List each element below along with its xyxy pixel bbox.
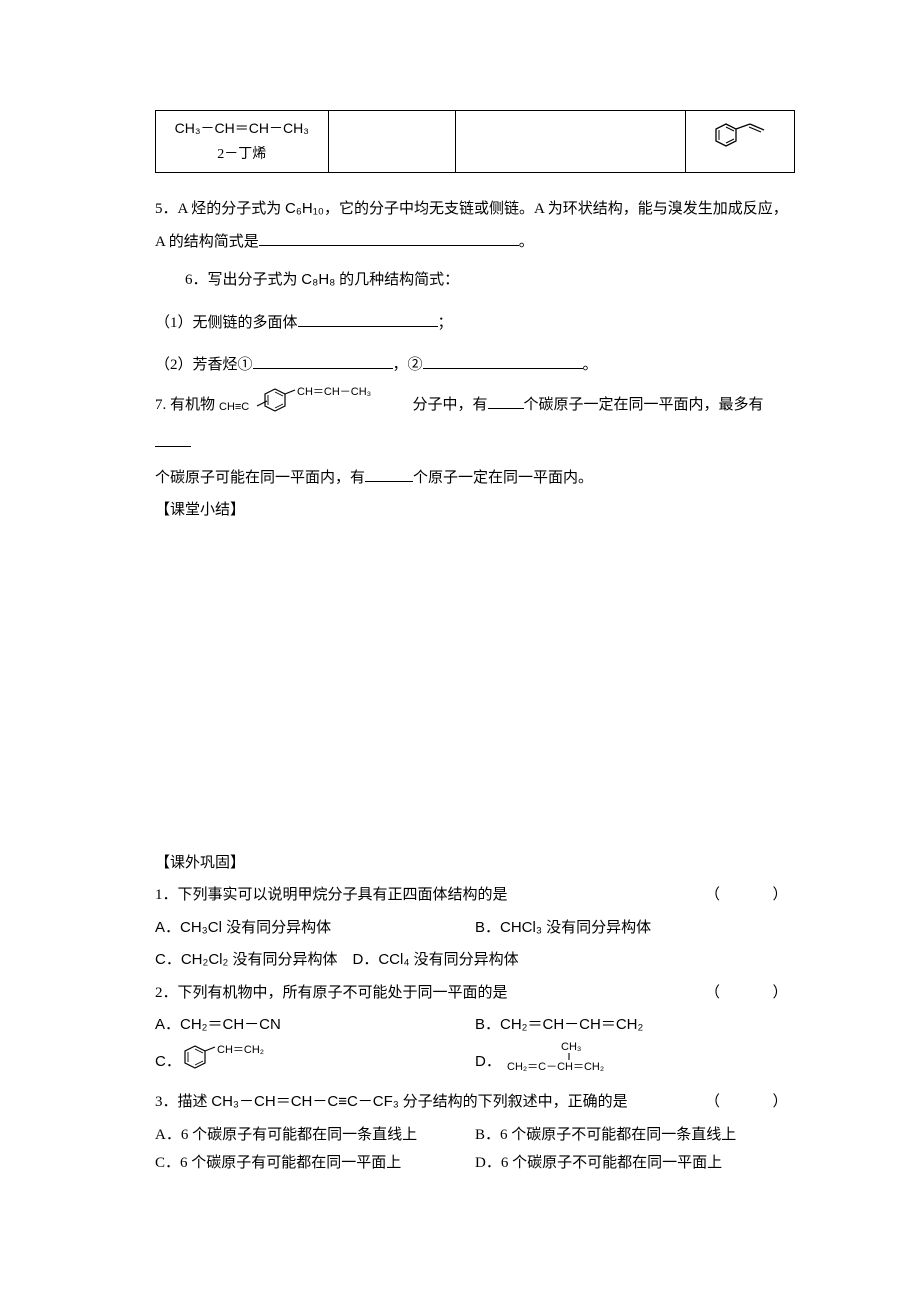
q7-blank1[interactable] (488, 394, 524, 409)
cq1-row1: A．CH₃Cl 没有同分异构体 B．CHCl₃ 没有同分异构体 (155, 914, 795, 943)
q7-line2b: 个原子一定在同一平面内。 (413, 470, 593, 486)
cq1-stem-text: 1．下列事实可以说明甲烷分子具有正四面体结构的是 (155, 887, 508, 903)
cq2-optC-struct-icon: CH＝CH₂ (181, 1042, 291, 1083)
q6-stem-prefix: 6．写出分子式为 (185, 272, 301, 288)
q5-line1: 5．A 烃的分子式为 C₆H₁₀，它的分子中均无支链或侧链。A 为环状结构，能与… (155, 195, 795, 224)
table-row: CH₃－CH＝CH－CH₃ 2－丁烯 (156, 111, 795, 173)
cq3-row1: A．6 个碳原子有可能都在同一条直线上 B．6 个碳原子不可能都在同一条直线上 (155, 1121, 795, 1150)
summary-heading: 【课堂小结】 (155, 496, 795, 525)
q6-stem-formula: C₈H₈ (301, 271, 335, 288)
q6-part2: （2）芳香烃① ，② 。 (155, 351, 795, 380)
q7-line2: 个碳原子可能在同一平面内，有 个原子一定在同一平面内。 (155, 464, 795, 493)
q5-blank[interactable] (259, 231, 519, 246)
cq2-optD-label: D． (475, 1048, 501, 1077)
svg-text:CH≡C: CH≡C (219, 401, 249, 413)
q6-part1: （1）无侧链的多面体 ； (155, 309, 795, 338)
cq3-stem-suffix: 分子结构的下列叙述中，正确的是 (399, 1094, 628, 1110)
q6-stem: 6．写出分子式为 C₈H₈ 的几种结构简式： (155, 266, 795, 295)
cq2-optA: A．CH₂＝CH－CN (155, 1016, 281, 1033)
q7-blank2[interactable] (155, 432, 191, 447)
q7-mid1: 分子中，有 (413, 397, 488, 413)
cell1-line2: 2－丁烯 (162, 142, 322, 169)
q5-line2-prefix: A 的结构简式是 (155, 234, 259, 250)
q7-structure-icon: CH≡C CH＝CH－CH₃ (219, 384, 409, 427)
svg-text:CH＝CH－CH₃: CH＝CH－CH₃ (297, 386, 371, 398)
cq1-optA: A．CH₃Cl 没有同分异构体 (155, 919, 331, 936)
q7-prefix: 7. 有机物 (155, 397, 219, 413)
q6-p1: （1）无侧链的多面体 (155, 315, 298, 331)
cq2-row1: A．CH₂＝CH－CN B．CH₂＝CH－CH＝CH₂ (155, 1011, 795, 1040)
cq2-row2: C． CH＝CH₂ D． CH₃ CH₂＝C－CH＝CH₂ (155, 1040, 795, 1085)
q5-mid: ，它的分子中均无支链或侧链。A 为环状结构，能与溴发生加成反应， (324, 201, 788, 217)
cq2-stem-text: 2．下列有机物中，所有原子不可能处于同一平面的是 (155, 985, 508, 1001)
cq3-stem-formula: CH₃－CH＝CH－C≡C－CF₃ (211, 1093, 399, 1110)
q5-prefix: 5．A 烃的分子式为 (155, 201, 285, 217)
q5-line2: A 的结构简式是 。 (155, 228, 795, 257)
q6-blank3[interactable] (423, 354, 583, 369)
table-cell-2 (328, 111, 456, 173)
cq2-optC-label: C． (155, 1048, 181, 1077)
q6-p1-suffix: ； (438, 315, 453, 331)
styrene-icon (712, 120, 768, 163)
cq1-optC: C．CH₂Cl₂ 没有同分异构体 (155, 951, 337, 968)
q6-p2-prefix: （2）芳香烃① (155, 357, 253, 373)
svg-text:CH₃: CH₃ (561, 1041, 581, 1053)
cq3-stem-prefix: 3．描述 (155, 1094, 211, 1110)
cell1-line1: CH₃－CH＝CH－CH₃ (162, 115, 322, 142)
cq3-optD: D．6 个碳原子不可能都在同一平面上 (475, 1155, 722, 1171)
cq2-optD-struct-icon: CH₃ CH₂＝C－CH＝CH₂ (507, 1040, 677, 1085)
q7-blank3[interactable] (365, 467, 413, 482)
q6-stem-suffix: 的几种结构简式： (335, 272, 459, 288)
q7-mid2: 个碳原子一定在同一平面内，最多有 (524, 397, 764, 413)
cq3-paren: （ ） (705, 1088, 795, 1117)
cq2-paren: （ ） (705, 979, 795, 1008)
blank-region (155, 525, 795, 845)
cq3-optA: A．6 个碳原子有可能都在同一条直线上 (155, 1127, 417, 1143)
cq3-row2: C．6 个碳原子有可能都在同一平面上 D．6 个碳原子不可能都在同一平面上 (155, 1149, 795, 1178)
svg-text:CH₂＝C－CH＝CH₂: CH₂＝C－CH＝CH₂ (507, 1061, 604, 1073)
q5-line2-suffix: 。 (519, 234, 534, 250)
cq1-optB: B．CHCl₃ 没有同分异构体 (475, 919, 651, 936)
q6-blank2[interactable] (253, 354, 393, 369)
cq1-row2: C．CH₂Cl₂ 没有同分异构体 D．CCl₄ 没有同分异构体 (155, 946, 795, 975)
table-cell-3 (456, 111, 686, 173)
q6-p2-mid: ，② (393, 357, 423, 373)
cq3-optB: B．6 个碳原子不可能都在同一条直线上 (475, 1127, 736, 1143)
table-cell-4 (686, 111, 795, 173)
q5-formula: C₆H₁₀ (285, 200, 324, 217)
consolidate-heading: 【课外巩固】 (155, 849, 795, 878)
structure-table: CH₃－CH＝CH－CH₃ 2－丁烯 (155, 110, 795, 173)
cq3-optC: C．6 个碳原子有可能都在同一平面上 (155, 1155, 401, 1171)
table-cell-1: CH₃－CH＝CH－CH₃ 2－丁烯 (156, 111, 329, 173)
q7-line2a: 个碳原子可能在同一平面内，有 (155, 470, 365, 486)
q6-p2-suffix: 。 (583, 357, 598, 373)
cq1-paren: （ ） (705, 881, 795, 910)
cq2-stem: 2．下列有机物中，所有原子不可能处于同一平面的是 （ ） (155, 979, 795, 1008)
cq2-optB: B．CH₂＝CH－CH＝CH₂ (475, 1016, 643, 1033)
cq1-stem: 1．下列事实可以说明甲烷分子具有正四面体结构的是 （ ） (155, 881, 795, 910)
q7-line1: 7. 有机物 CH≡C CH＝CH－CH₃ 分子中，有 个碳原子一定在同一平面内，… (155, 384, 795, 460)
cq3-stem: 3．描述 CH₃－CH＝CH－C≡C－CF₃ 分子结构的下列叙述中，正确的是 （… (155, 1088, 795, 1117)
svg-text:CH＝CH₂: CH＝CH₂ (217, 1044, 264, 1056)
cq1-optD: D．CCl₄ 没有同分异构体 (353, 951, 519, 968)
q6-blank1[interactable] (298, 312, 438, 327)
